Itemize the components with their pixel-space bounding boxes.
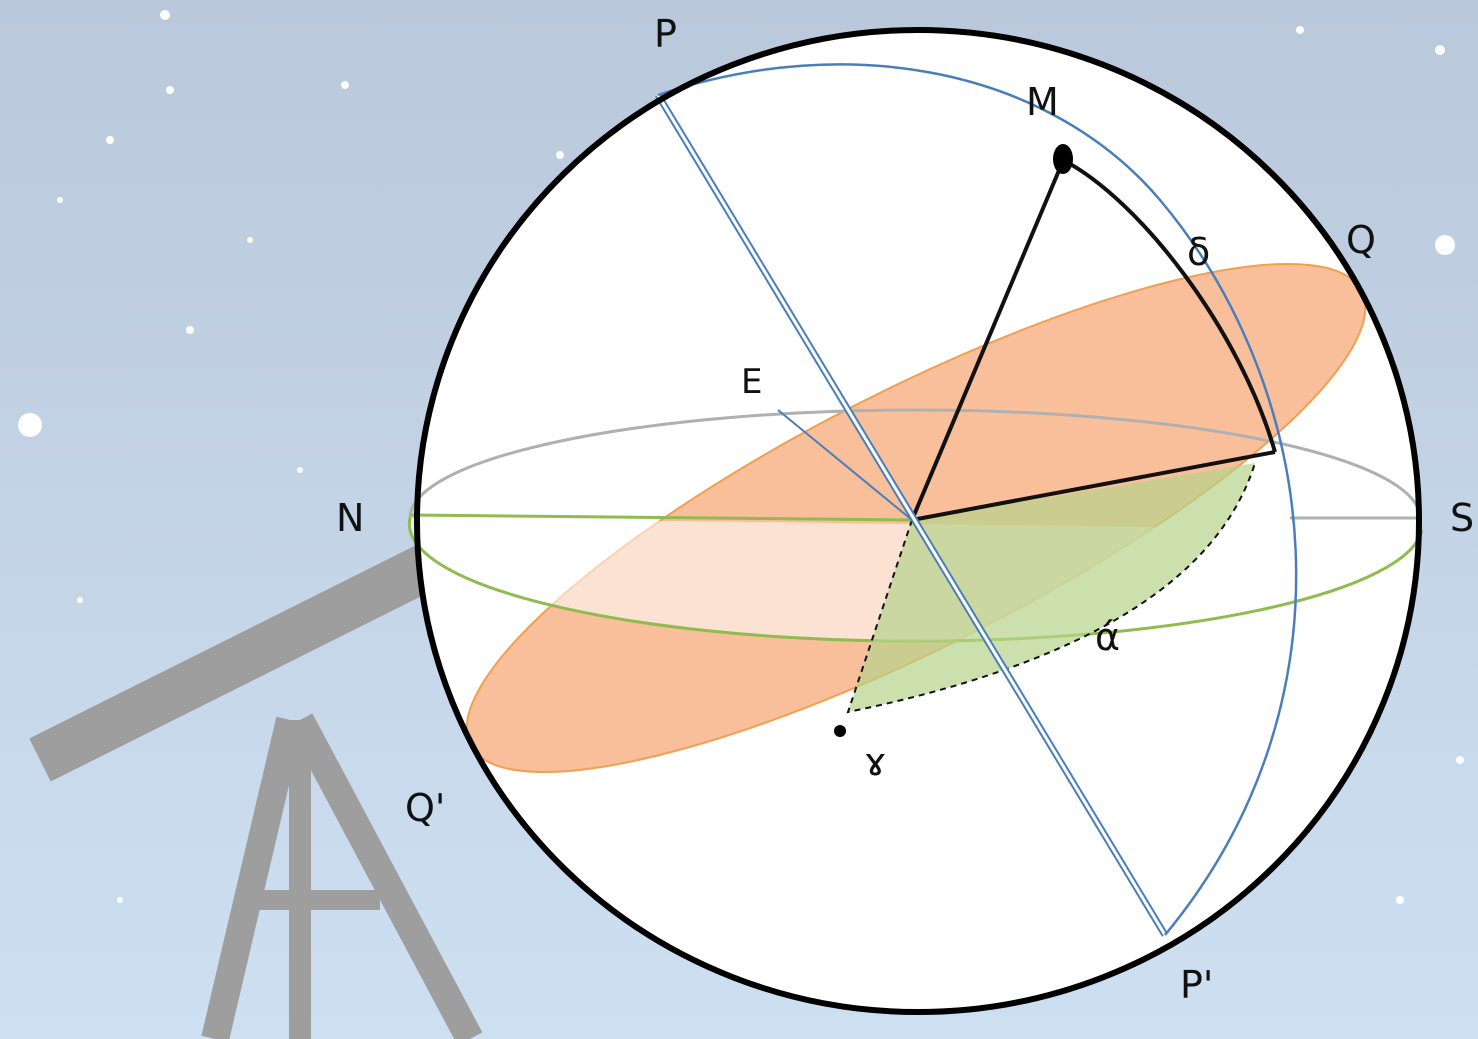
- horizon-back: [408, 408, 1422, 519]
- label-alpha: ά: [1095, 615, 1121, 659]
- label-p: P: [654, 12, 677, 56]
- sector-dashed-edge: [846, 462, 1256, 714]
- label-delta: δ: [1187, 230, 1211, 274]
- label-gamma: ɤ: [864, 740, 887, 784]
- star-point: [1053, 144, 1073, 174]
- label-m: M: [1026, 80, 1059, 124]
- label-n: N: [336, 496, 365, 540]
- label-q-prime: Q': [405, 786, 446, 830]
- vernal-equinox-point: [834, 725, 846, 737]
- polar-axis-inner: [656, 94, 1167, 936]
- radius-to-equator: [911, 450, 1276, 522]
- hour-circle: [657, 63, 1298, 936]
- label-q: Q: [1346, 218, 1376, 262]
- east-line: [777, 409, 913, 521]
- stars: [18, 10, 1464, 904]
- declination-arc: [1062, 158, 1277, 453]
- label-e: E: [741, 362, 763, 402]
- label-s: S: [1450, 496, 1475, 540]
- radius-to-star: [910, 167, 1062, 521]
- telescope: [29, 543, 483, 1039]
- label-p-prime: P': [1180, 963, 1214, 1007]
- right-ascension-sector: [848, 463, 1255, 712]
- sphere-outline: [414, 27, 1422, 1015]
- horizon-line-north: [409, 513, 913, 522]
